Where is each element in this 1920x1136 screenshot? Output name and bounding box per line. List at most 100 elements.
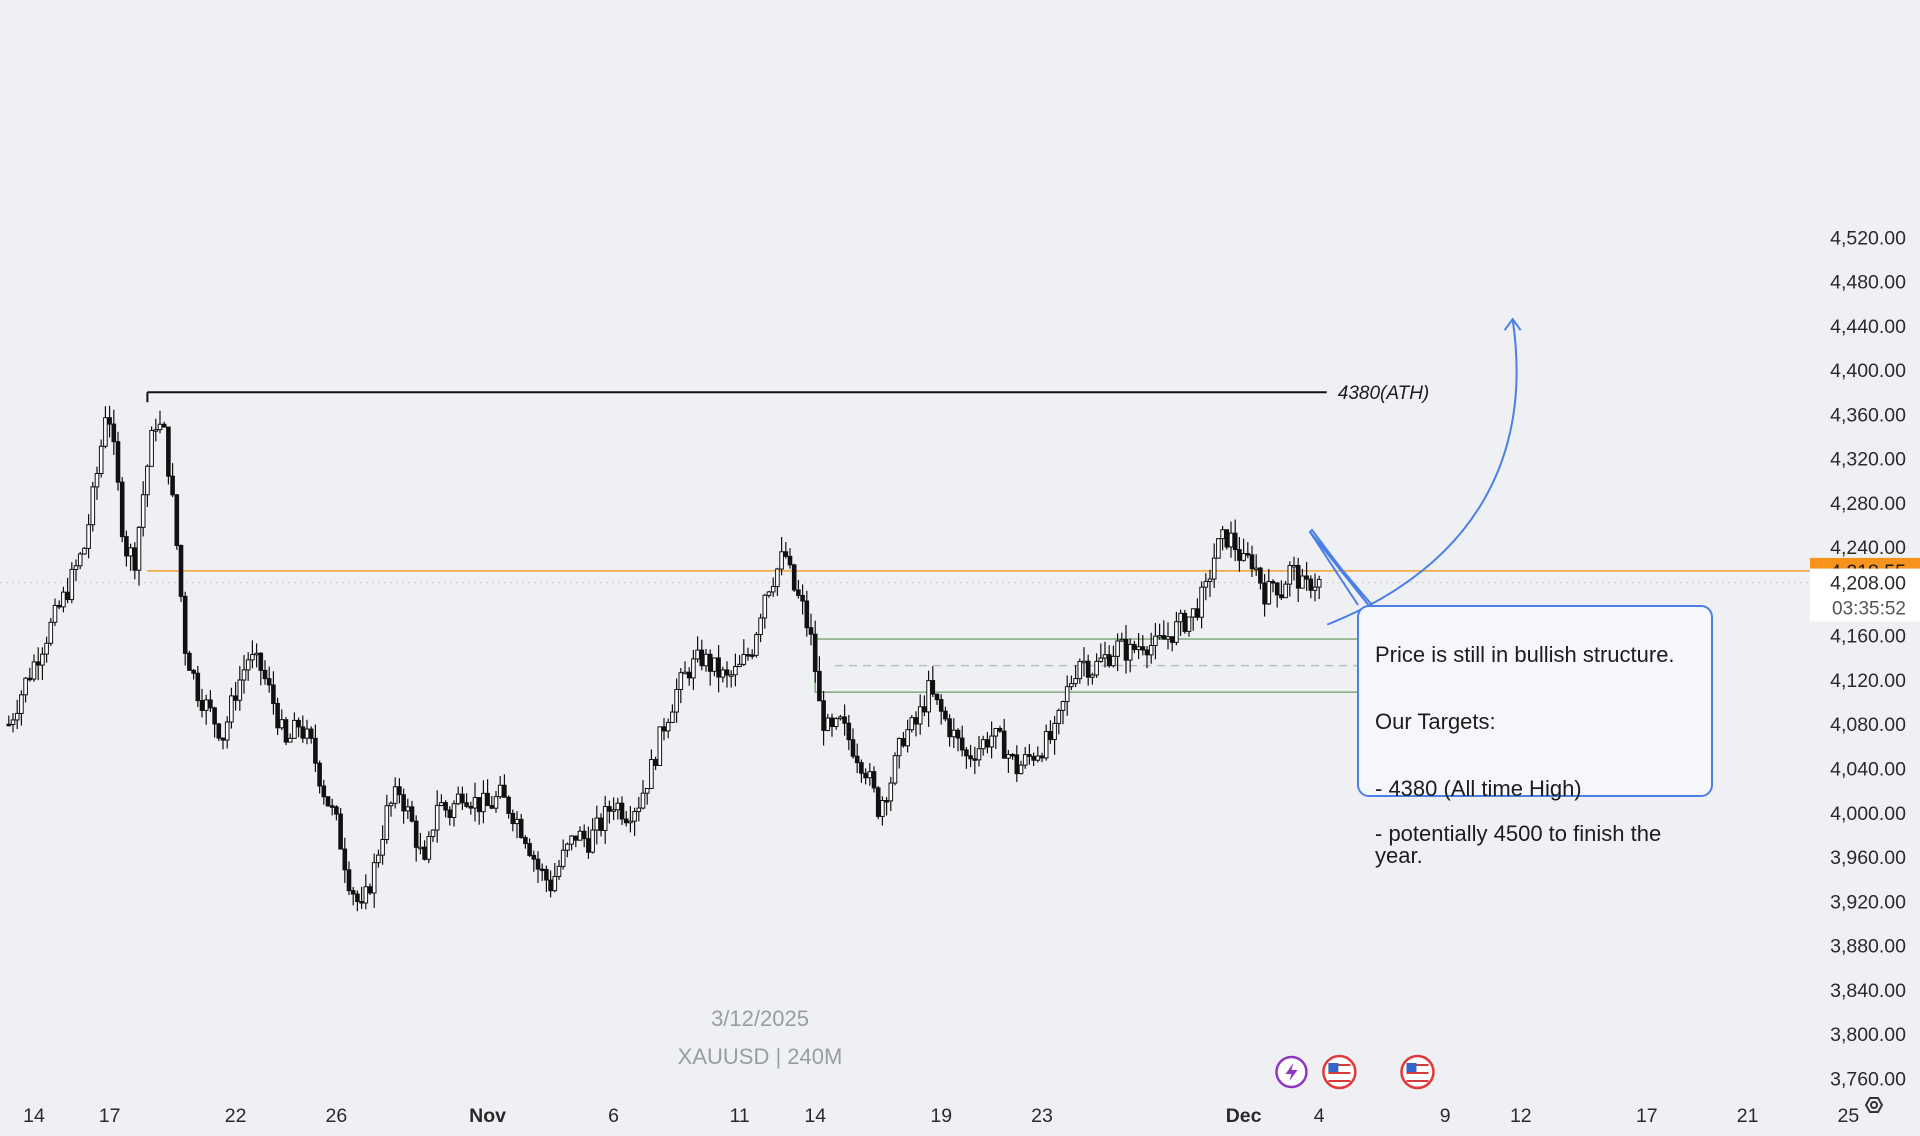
candle-body — [44, 642, 49, 655]
candle — [850, 728, 856, 759]
gear-center — [1870, 1101, 1878, 1109]
candle-body — [346, 869, 352, 892]
us-flag-icon[interactable] — [1400, 1054, 1435, 1090]
candle — [657, 726, 663, 766]
candle — [1279, 580, 1284, 601]
candle — [1182, 609, 1188, 634]
candle-body — [913, 717, 919, 725]
candle-body — [178, 544, 184, 597]
candle-body — [258, 652, 264, 671]
candle-body — [1220, 529, 1225, 540]
candle — [434, 790, 440, 843]
candle-body — [539, 868, 545, 872]
candle — [497, 776, 503, 799]
candle-body — [850, 739, 856, 757]
candle-body — [619, 802, 625, 820]
candle-body — [27, 677, 33, 681]
candle-body — [275, 702, 280, 729]
candle — [1316, 575, 1322, 600]
candlestick-series — [6, 405, 1322, 912]
candle-body — [56, 604, 62, 608]
candle-body — [161, 423, 167, 428]
flag-stripe — [1328, 1072, 1351, 1074]
x-tick-label: 14 — [804, 1105, 826, 1127]
candle-body — [665, 721, 671, 732]
candle-body — [1224, 529, 1230, 548]
candle-body — [1035, 755, 1041, 761]
candle — [392, 777, 398, 809]
candle — [888, 776, 894, 812]
candle — [691, 649, 696, 690]
candle-body — [19, 694, 24, 714]
time-axis[interactable]: 14 17 22 26 Nov 6 11 14 19 23 Dec 4 9 12 17 21 25 — [23, 1097, 1884, 1127]
candle — [481, 780, 486, 824]
analysis-callout[interactable]: Price is still in bullish structure. Our… — [1357, 605, 1713, 867]
candle-body — [863, 772, 868, 779]
candle-body — [1161, 635, 1167, 640]
candle-body — [636, 807, 642, 813]
candle-body — [796, 589, 801, 596]
candle — [329, 798, 335, 816]
candle-body — [23, 677, 28, 696]
candle — [422, 840, 427, 861]
y-tick-label: 4,440.00 — [1830, 316, 1906, 338]
candle — [455, 786, 461, 806]
candle-body — [94, 472, 100, 488]
candle-body — [61, 591, 66, 608]
candle-body — [615, 802, 621, 811]
candle-body — [791, 564, 797, 591]
candle-body — [569, 835, 574, 845]
candle — [250, 640, 255, 669]
x-tick-label: 21 — [1737, 1105, 1759, 1127]
candle — [682, 661, 688, 675]
candle-body — [640, 792, 646, 809]
candle-body — [489, 805, 495, 809]
candle-body — [77, 553, 83, 567]
x-tick-label: 9 — [1440, 1105, 1451, 1127]
candle-body — [468, 805, 474, 809]
candle — [800, 584, 805, 615]
candle — [909, 715, 915, 733]
y-tick-label: 3,880.00 — [1830, 936, 1906, 958]
projection-arrow[interactable] — [1326, 319, 1518, 626]
lightning-icon[interactable] — [1275, 1055, 1308, 1089]
candle — [485, 779, 490, 807]
candle-body — [1232, 532, 1238, 551]
candle-body — [716, 657, 721, 678]
candle-body — [523, 837, 528, 845]
candle — [208, 690, 213, 713]
flag-stripe — [1406, 1068, 1429, 1070]
candle-body — [1216, 538, 1221, 559]
candle-body — [1287, 565, 1293, 585]
candle — [1232, 519, 1238, 562]
candle-body — [1085, 660, 1091, 678]
us-flag-icon[interactable] — [1322, 1054, 1357, 1090]
candle — [1153, 622, 1158, 660]
flag-stripe — [1406, 1080, 1429, 1082]
settings-gear-icon[interactable] — [1864, 1097, 1884, 1113]
price-axis[interactable]: 4,520.00 4,480.00 4,440.00 4,400.00 4,360.00… — [1830, 227, 1906, 1090]
candle — [1077, 658, 1083, 684]
candle — [611, 797, 616, 821]
candle-body — [287, 737, 293, 743]
candle-body — [460, 793, 465, 804]
candle — [1258, 566, 1263, 590]
candle-body — [884, 800, 889, 803]
candle-body — [943, 710, 948, 720]
candle-body — [825, 717, 831, 731]
candle-body — [476, 797, 482, 813]
candle-body — [338, 813, 343, 850]
candle-body — [229, 695, 234, 723]
candle — [1052, 716, 1057, 755]
candle-body — [699, 649, 705, 667]
candle-body — [145, 465, 150, 496]
x-tick-label: 11 — [729, 1105, 749, 1127]
candle — [917, 694, 923, 735]
candle — [938, 694, 944, 725]
candle — [1136, 633, 1141, 660]
candle — [1203, 573, 1209, 601]
candle-body — [770, 586, 776, 593]
candle — [997, 725, 1003, 734]
